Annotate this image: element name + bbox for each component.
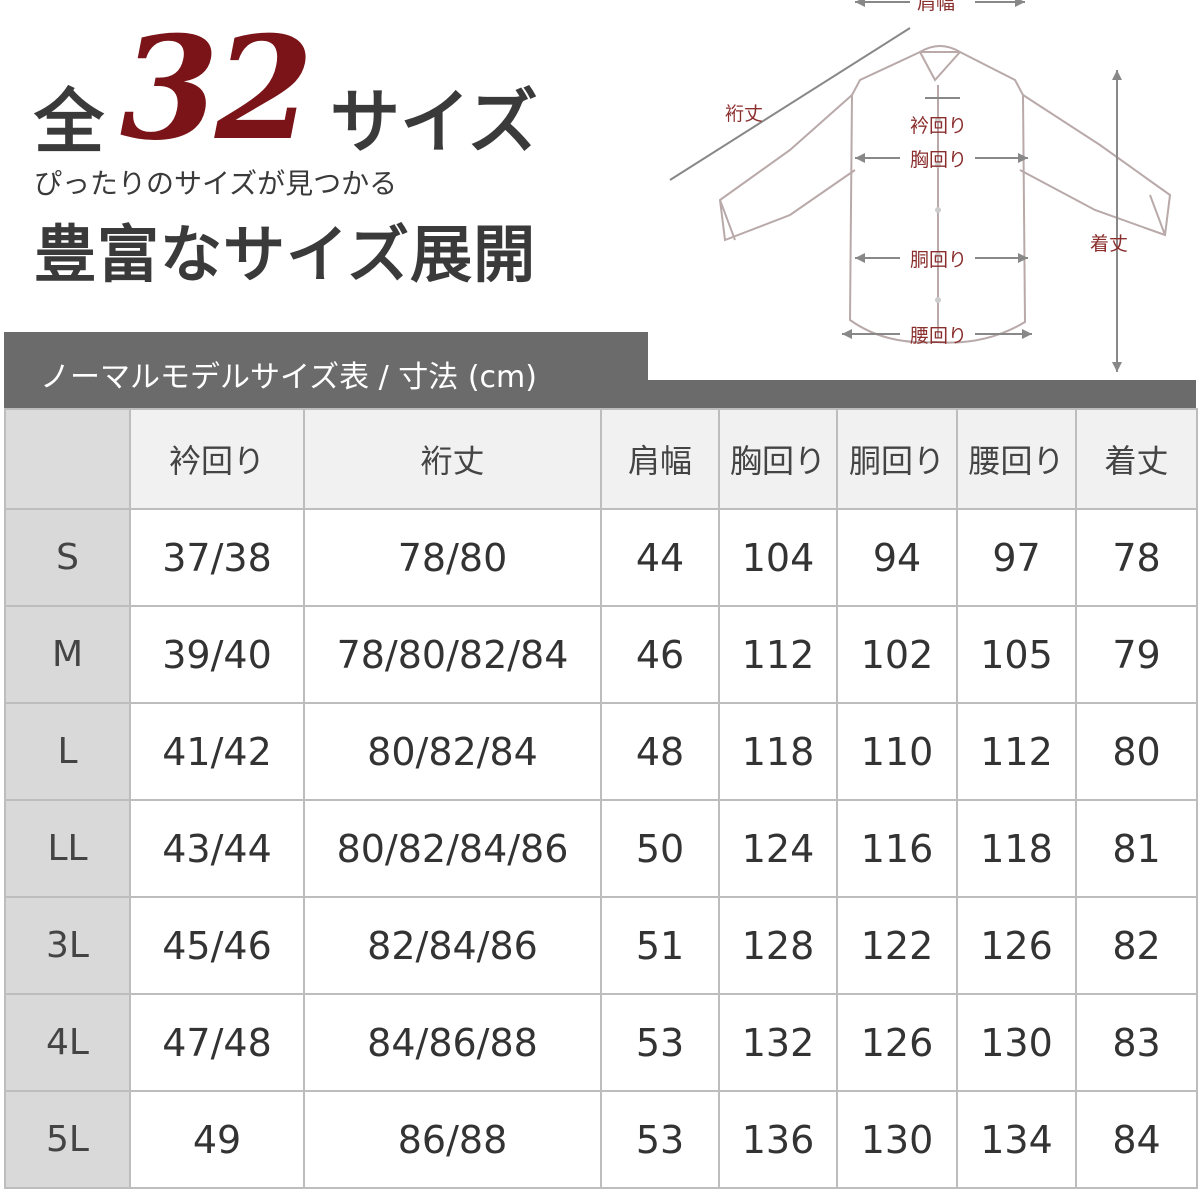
size-table: 衿回り 裄丈 肩幅 胸回り 胴回り 腰回り 着丈 S 37/38 78/80 4… bbox=[4, 408, 1198, 1189]
label-kitake: 着丈 bbox=[1090, 233, 1128, 255]
cell-yukitake: 80/82/84 bbox=[303, 702, 602, 801]
cell-katahaba: 51 bbox=[600, 896, 720, 995]
cell-katahaba: 53 bbox=[600, 1090, 720, 1189]
row-size: M bbox=[4, 605, 131, 704]
cell-koshi: 105 bbox=[956, 605, 1077, 704]
cell-do: 94 bbox=[836, 508, 958, 607]
hero-headline: 豊富なサイズ展開 bbox=[34, 218, 537, 291]
hero-size-count: 32 bbox=[120, 6, 314, 172]
cell-mune: 132 bbox=[718, 993, 838, 1092]
label-do: 胴回り bbox=[910, 249, 967, 271]
cell-yukitake: 86/88 bbox=[303, 1090, 602, 1189]
cell-kitake: 80 bbox=[1075, 702, 1198, 801]
cell-eri: 43/44 bbox=[129, 799, 305, 898]
row-size: 5L bbox=[4, 1090, 131, 1189]
cell-yukitake: 78/80/82/84 bbox=[303, 605, 602, 704]
cell-katahaba: 48 bbox=[600, 702, 720, 801]
cell-kitake: 81 bbox=[1075, 799, 1198, 898]
header-mune: 胸回り bbox=[718, 408, 838, 510]
cell-katahaba: 50 bbox=[600, 799, 720, 898]
shirt-illustration: 肩幅 裄丈 衿回り 胸回り 胴回り 腰回り 着丈 bbox=[669, 0, 1172, 372]
cell-koshi: 130 bbox=[956, 993, 1077, 1092]
cell-katahaba: 44 bbox=[600, 508, 720, 607]
cell-mune: 104 bbox=[718, 508, 838, 607]
cell-koshi: 126 bbox=[956, 896, 1077, 995]
cell-mune: 124 bbox=[718, 799, 838, 898]
header-yukitake: 裄丈 bbox=[303, 408, 602, 510]
cell-eri: 37/38 bbox=[129, 508, 305, 607]
cell-do: 130 bbox=[836, 1090, 958, 1189]
table-row: LL 43/44 80/82/84/86 50 124 116 118 81 bbox=[4, 799, 1198, 898]
hero-heading: 全 32 サイズ ぴったりのサイズが見つかる 豊富なサイズ展開 bbox=[34, 6, 594, 291]
cell-katahaba: 46 bbox=[600, 605, 720, 704]
cell-eri: 39/40 bbox=[129, 605, 305, 704]
cell-mune: 118 bbox=[718, 702, 838, 801]
cell-yukitake: 82/84/86 bbox=[303, 896, 602, 995]
hero-size-word: サイズ bbox=[330, 81, 538, 163]
row-size: S bbox=[4, 508, 131, 607]
cell-kitake: 78 bbox=[1075, 508, 1198, 607]
table-row: S 37/38 78/80 44 104 94 97 78 bbox=[4, 508, 1198, 607]
cell-mune: 136 bbox=[718, 1090, 838, 1189]
cell-mune: 112 bbox=[718, 605, 838, 704]
cell-do: 110 bbox=[836, 702, 958, 801]
hero-subtitle: ぴったりのサイズが見つかる bbox=[34, 167, 398, 200]
label-koshi: 腰回り bbox=[910, 325, 967, 347]
cell-kitake: 82 bbox=[1075, 896, 1198, 995]
cell-do: 116 bbox=[836, 799, 958, 898]
row-size: L bbox=[4, 702, 131, 801]
label-katahaba: 肩幅 bbox=[917, 0, 955, 14]
header-eri: 衿回り bbox=[129, 408, 305, 510]
header-do: 胴回り bbox=[836, 408, 958, 510]
cell-koshi: 134 bbox=[956, 1090, 1077, 1189]
row-size: LL bbox=[4, 799, 131, 898]
cell-kitake: 83 bbox=[1075, 993, 1198, 1092]
header-kitake: 着丈 bbox=[1075, 408, 1198, 510]
cell-eri: 45/46 bbox=[129, 896, 305, 995]
cell-eri: 49 bbox=[129, 1090, 305, 1189]
hero-zen: 全 bbox=[34, 81, 104, 163]
table-row: L 41/42 80/82/84 48 118 110 112 80 bbox=[4, 702, 1198, 801]
label-eri: 衿回り bbox=[910, 115, 967, 137]
cell-katahaba: 53 bbox=[600, 993, 720, 1092]
table-row: 4L 47/48 84/86/88 53 132 126 130 83 bbox=[4, 993, 1198, 1092]
cell-kitake: 79 bbox=[1075, 605, 1198, 704]
cell-do: 126 bbox=[836, 993, 958, 1092]
cell-do: 102 bbox=[836, 605, 958, 704]
shirt-measurement-diagram: 肩幅 裄丈 衿回り 胸回り 胴回り 腰回り 着丈 bbox=[630, 0, 1200, 380]
cell-eri: 47/48 bbox=[129, 993, 305, 1092]
cell-eri: 41/42 bbox=[129, 702, 305, 801]
table-header-row: 衿回り 裄丈 肩幅 胸回り 胴回り 腰回り 着丈 bbox=[4, 408, 1198, 510]
cell-yukitake: 80/82/84/86 bbox=[303, 799, 602, 898]
row-size: 4L bbox=[4, 993, 131, 1092]
table-row: 3L 45/46 82/84/86 51 128 122 126 82 bbox=[4, 896, 1198, 995]
cell-koshi: 118 bbox=[956, 799, 1077, 898]
cell-do: 122 bbox=[836, 896, 958, 995]
label-mune: 胸回り bbox=[910, 149, 967, 171]
cell-mune: 128 bbox=[718, 896, 838, 995]
header-koshi: 腰回り bbox=[956, 408, 1077, 510]
table-row: 5L 49 86/88 53 136 130 134 84 bbox=[4, 1090, 1198, 1189]
size-table-header-bar: ノーマルモデルサイズ表 / 寸法 (cm) bbox=[0, 332, 1200, 408]
size-table-title: ノーマルモデルサイズ表 / 寸法 (cm) bbox=[40, 360, 537, 395]
header-corner bbox=[4, 408, 131, 510]
cell-yukitake: 78/80 bbox=[303, 508, 602, 607]
cell-koshi: 97 bbox=[956, 508, 1077, 607]
cell-koshi: 112 bbox=[956, 702, 1077, 801]
table-row: M 39/40 78/80/82/84 46 112 102 105 79 bbox=[4, 605, 1198, 704]
cell-yukitake: 84/86/88 bbox=[303, 993, 602, 1092]
size-table-header-strip bbox=[4, 380, 1196, 408]
row-size: 3L bbox=[4, 896, 131, 995]
header-katahaba: 肩幅 bbox=[600, 408, 720, 510]
label-yukitake: 裄丈 bbox=[725, 103, 763, 125]
cell-kitake: 84 bbox=[1075, 1090, 1198, 1189]
